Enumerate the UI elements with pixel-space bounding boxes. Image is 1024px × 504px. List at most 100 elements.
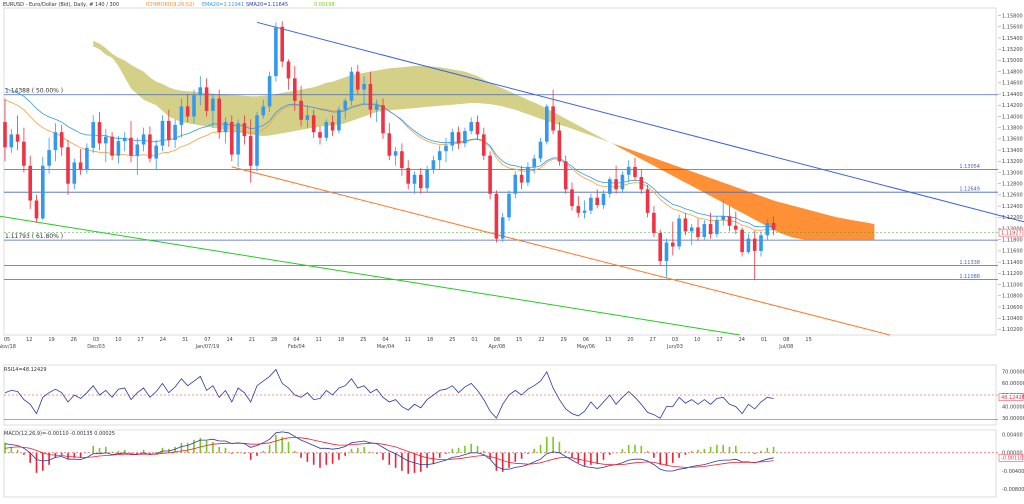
candle-bullish (223, 122, 228, 133)
candle-bullish (469, 122, 473, 132)
macd-histogram-bar (136, 452, 139, 454)
candle-bullish (337, 109, 341, 131)
macd-histogram-bar (281, 436, 283, 453)
macd-tick-label: -0.00800 (1002, 487, 1024, 493)
macd-histogram-bar (350, 448, 353, 453)
price-tick-label: 1.12800 (1002, 182, 1023, 188)
macd-histogram-bar (684, 452, 687, 455)
candle-bullish (261, 106, 266, 116)
price-tick-label: 1.11600 (1002, 249, 1023, 255)
macd-current-label: -0.00110 (1001, 456, 1023, 462)
time-tick-label: 28 (271, 337, 277, 343)
green-trendline (0, 215, 741, 336)
macd-histogram-bar (174, 446, 176, 453)
macd-histogram-bar (48, 452, 50, 465)
candle-bullish (122, 137, 127, 142)
candle-bullish (538, 141, 543, 159)
price-tick-label: 1.11800 (1002, 238, 1023, 244)
macd-histogram-bar (401, 452, 403, 471)
candle-bearish (576, 206, 581, 213)
price-tick-label: 1.11400 (1002, 260, 1023, 266)
candle-bullish (759, 235, 763, 251)
macd-histogram-bar (590, 452, 592, 465)
candle-bearish (167, 120, 171, 140)
macd-histogram-bar (552, 436, 554, 453)
candle-bearish (356, 71, 360, 90)
candle-bullish (532, 158, 536, 167)
time-tick-label: 29 (560, 337, 566, 343)
candle-bearish (752, 238, 757, 251)
macd-histogram-bar (438, 452, 441, 458)
candle-bearish (3, 122, 7, 148)
time-tick-label: 04 (293, 337, 299, 343)
macd-histogram-bar (369, 451, 372, 453)
time-tick-label: 13 (605, 337, 611, 343)
macd-histogram-bar (306, 452, 309, 462)
candle-bullish (305, 115, 310, 120)
price-tick-label: 1.10200 (1002, 327, 1023, 333)
macd-histogram-bar (394, 452, 397, 468)
rsi-current-marker (998, 393, 1024, 401)
macd-histogram-bar (262, 450, 265, 453)
chart-header-ichimoku: ICHIMOKU(9,26,52) (146, 2, 194, 8)
macd-histogram-bar (212, 441, 214, 453)
macd-histogram-bar (558, 441, 561, 453)
candle-bearish (66, 147, 70, 184)
candle-bullish (526, 166, 530, 183)
candle-bearish (34, 200, 39, 219)
time-tick-label: 26 (71, 337, 77, 343)
horizontal-levels-layer: 1.14388 ( 50.00% ) 1.13054 1.12649 1.11793 … (4, 88, 998, 280)
macd-histogram-bar (646, 450, 649, 453)
macd-histogram-bar (123, 449, 126, 453)
chart-header-sma: SMA20=1.11645 (246, 2, 288, 8)
macd-histogram-bar (709, 446, 712, 453)
macd-histogram-bar (514, 452, 517, 462)
macd-signal-line (4, 436, 774, 468)
price-tick-label: 1.15600 (1002, 25, 1023, 31)
price-tick-label: 1.14600 (1002, 81, 1023, 87)
macd-histogram-bar (464, 445, 466, 453)
candle-bullish (236, 123, 240, 155)
macd-histogram-bar (275, 434, 277, 453)
candle-bearish (204, 87, 209, 111)
time-tick-label: 11 (405, 337, 411, 343)
level-label: 1.11088 (959, 274, 980, 280)
macd-histogram-bar (495, 452, 498, 471)
candle-bullish (601, 193, 606, 205)
time-tick-label: 18 (427, 337, 433, 343)
macd-histogram-bar (357, 447, 359, 453)
macd-histogram-bar (319, 452, 321, 468)
candle-bearish (28, 165, 32, 201)
macd-histogram-bar (451, 448, 454, 453)
macd-histogram-bar (577, 452, 580, 463)
macd-histogram-bar (268, 444, 271, 453)
macd-histogram-bar (256, 452, 258, 456)
candle-bearish (557, 130, 562, 162)
time-tick-label: 17 (137, 337, 143, 343)
lower-trendline (231, 166, 891, 336)
rsi-tick-label: 30.00000 (1002, 416, 1024, 422)
macd-histogram-bar (716, 444, 718, 453)
macd-histogram-bar (772, 446, 775, 453)
moving-averages-layer (4, 88, 774, 231)
macd-histogram-bar (690, 450, 693, 453)
current-price-label: 1.11927 (1001, 230, 1022, 236)
candle-bearish (406, 168, 410, 184)
rsi-line (4, 368, 774, 419)
price-tick-label: 1.13000 (1002, 170, 1023, 176)
cloud-bullish (93, 40, 617, 146)
candle-bearish (570, 189, 574, 207)
candle-bearish (683, 218, 688, 232)
candle-bullish (437, 151, 442, 161)
trendlines-layer (0, 21, 1024, 336)
month-label: May/06 (577, 344, 595, 350)
macd-histogram-bar (571, 452, 573, 458)
candle-bearish (419, 174, 423, 189)
month-label: Dec/03 (87, 344, 105, 350)
time-tick-label: 15 (805, 337, 811, 343)
time-tick-label: 01 (761, 337, 767, 343)
price-tick-label: 1.14400 (1002, 92, 1023, 98)
sma20-line (4, 99, 774, 231)
candle-bearish (368, 83, 373, 110)
